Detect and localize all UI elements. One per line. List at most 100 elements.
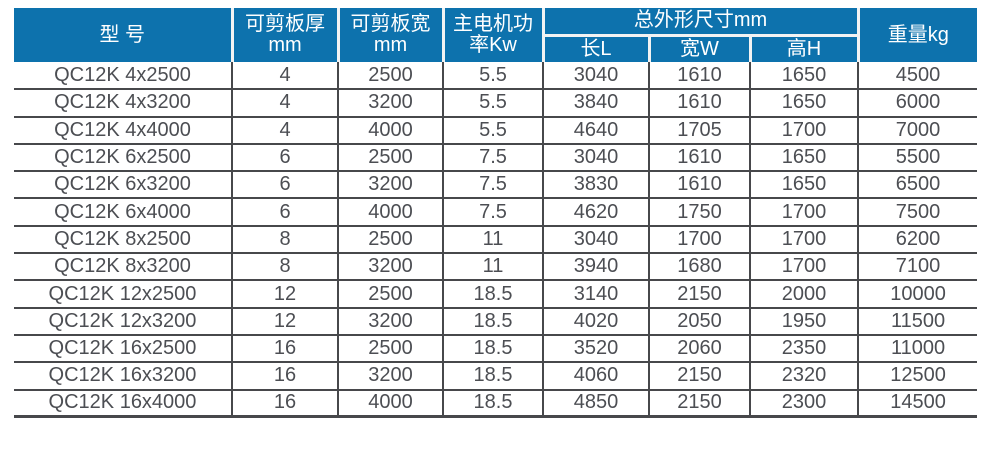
table-row: QC12K 12x3200 12 3200 18.5 4020 2050 1950 11500 (14, 307, 978, 336)
table-cell: 3040 (542, 225, 649, 255)
table-cell: QC12K 6x2500 (14, 143, 232, 173)
table-cell: 1610 (648, 62, 750, 91)
table-cell: 4020 (542, 307, 649, 336)
table-row: QC12K 4x3200 4 3200 5.5 3840 1610 1650 6000 (14, 89, 978, 118)
table-cell: 5.5 (442, 62, 543, 91)
header-motor-power: 主电机功 率Kw (441, 8, 543, 62)
table-cell: 6 (231, 143, 338, 173)
table-cell: 3040 (542, 143, 649, 173)
header-dim-length: 长L (541, 35, 649, 62)
table-cell: 7.5 (442, 143, 543, 173)
table-cell: 1750 (648, 198, 750, 227)
table-cell: 18.5 (442, 280, 543, 309)
table-cell: 7.5 (442, 171, 543, 200)
table-body: QC12K 4x2500 4 2500 5.5 3040 1610 1650 4500 QC12… (14, 62, 978, 419)
table-cell: 3200 (337, 307, 443, 336)
table-cell: 2500 (337, 280, 443, 309)
table-cell: 1700 (748, 225, 859, 255)
header-weight: 重量kg (856, 8, 978, 62)
table-cell: 18.5 (442, 362, 543, 391)
table-cell: 4 (231, 116, 338, 145)
table-cell: 2320 (748, 362, 859, 391)
table-cell: 7500 (857, 198, 978, 227)
table-cell: 1950 (748, 307, 859, 336)
table-row: QC12K 4x2500 4 2500 5.5 3040 1610 1650 4500 (14, 62, 978, 91)
table-cell: 6 (231, 198, 338, 227)
table-cell: 2500 (337, 143, 443, 173)
table-cell: 2500 (337, 62, 443, 91)
table-cell: 2300 (748, 389, 859, 419)
table-cell: 12 (231, 280, 338, 309)
table-cell: 11000 (857, 334, 978, 364)
table-cell: 1650 (748, 143, 859, 173)
header-motor-power-line1: 主电机功 (453, 13, 533, 35)
table-cell: 2150 (648, 389, 750, 419)
table-cell: 2150 (648, 280, 750, 309)
table-cell: 3200 (337, 362, 443, 391)
table-row: QC12K 16x4000 16 4000 18.5 4850 2150 2300 14500 (14, 389, 978, 419)
table-cell: 3840 (542, 89, 649, 118)
table-cell: QC12K 6x3200 (14, 171, 232, 200)
header-shear-width-unit: mm (373, 34, 408, 56)
table-cell: 18.5 (442, 389, 543, 419)
header-overall-dimensions-group: 总外形尺寸mm (541, 8, 859, 37)
table-row: QC12K 8x2500 8 2500 11 3040 1700 1700 6200 (14, 225, 978, 255)
table-cell: QC12K 4x3200 (14, 89, 232, 118)
table-cell: 1650 (748, 62, 859, 91)
table-cell: QC12K 16x4000 (14, 389, 232, 419)
table-cell: 2050 (648, 307, 750, 336)
table-cell: 8 (231, 225, 338, 255)
table-cell: 4000 (337, 389, 443, 419)
table-cell: 18.5 (442, 307, 543, 336)
table-cell: 10000 (857, 280, 978, 309)
table-cell: 3140 (542, 280, 649, 309)
table-row: QC12K 6x2500 6 2500 7.5 3040 1610 1650 5500 (14, 143, 978, 173)
table-cell: 1680 (648, 253, 750, 282)
machine-spec-table: 型 号 可剪板厚 mm 可剪板宽 mm 主电机功 率Kw 总外形尺寸mm 重量k… (14, 8, 978, 419)
table-cell: 7000 (857, 116, 978, 145)
table-cell: 3200 (337, 253, 443, 282)
header-dim-width: 宽W (647, 35, 750, 62)
table-header: 型 号 可剪板厚 mm 可剪板宽 mm 主电机功 率Kw 总外形尺寸mm 重量k… (14, 8, 978, 62)
table-cell: 4060 (542, 362, 649, 391)
table-row: QC12K 6x4000 6 4000 7.5 4620 1750 1700 7500 (14, 198, 978, 227)
table-row: QC12K 12x2500 12 2500 18.5 3140 2150 2000 10000 (14, 280, 978, 309)
table-row: QC12K 16x3200 16 3200 18.5 4060 2150 2320 12500 (14, 362, 978, 391)
table-cell: QC12K 8x2500 (14, 225, 232, 255)
header-model: 型 号 (14, 8, 232, 62)
table-cell: 12500 (857, 362, 978, 391)
header-shear-thickness-label: 可剪板厚 (245, 13, 325, 35)
table-cell: 4850 (542, 389, 649, 419)
table-cell: 14500 (857, 389, 978, 419)
header-dim-height: 高H (748, 35, 859, 62)
table-cell: 4 (231, 62, 338, 91)
table-cell: 6000 (857, 89, 978, 118)
table-row: QC12K 4x4000 4 4000 5.5 4640 1705 1700 7000 (14, 116, 978, 145)
table-cell: 1700 (748, 253, 859, 282)
table-cell: 1650 (748, 171, 859, 200)
table-cell: 1650 (748, 89, 859, 118)
table-row: QC12K 16x2500 16 2500 18.5 3520 2060 2350 11000 (14, 334, 978, 364)
table-cell: 7.5 (442, 198, 543, 227)
table-cell: QC12K 12x2500 (14, 280, 232, 309)
table-cell: QC12K 12x3200 (14, 307, 232, 336)
table-cell: 7100 (857, 253, 978, 282)
table-cell: 4500 (857, 62, 978, 91)
table-cell: 4000 (337, 116, 443, 145)
table-cell: 3040 (542, 62, 649, 91)
table-cell: 3200 (337, 89, 443, 118)
table-cell: 2350 (748, 334, 859, 364)
header-shear-thickness-unit: mm (268, 34, 302, 56)
table-cell: 11 (442, 225, 543, 255)
table-cell: 4000 (337, 198, 443, 227)
table-cell: 3200 (337, 171, 443, 200)
header-shear-thickness: 可剪板厚 mm (230, 8, 338, 62)
table-cell: QC12K 16x3200 (14, 362, 232, 391)
table-cell: 16 (231, 334, 338, 364)
table-cell: 1705 (648, 116, 750, 145)
table-cell: 16 (231, 362, 338, 391)
table-cell: 4 (231, 89, 338, 118)
table-cell: 5.5 (442, 89, 543, 118)
table-cell: 1610 (648, 143, 750, 173)
